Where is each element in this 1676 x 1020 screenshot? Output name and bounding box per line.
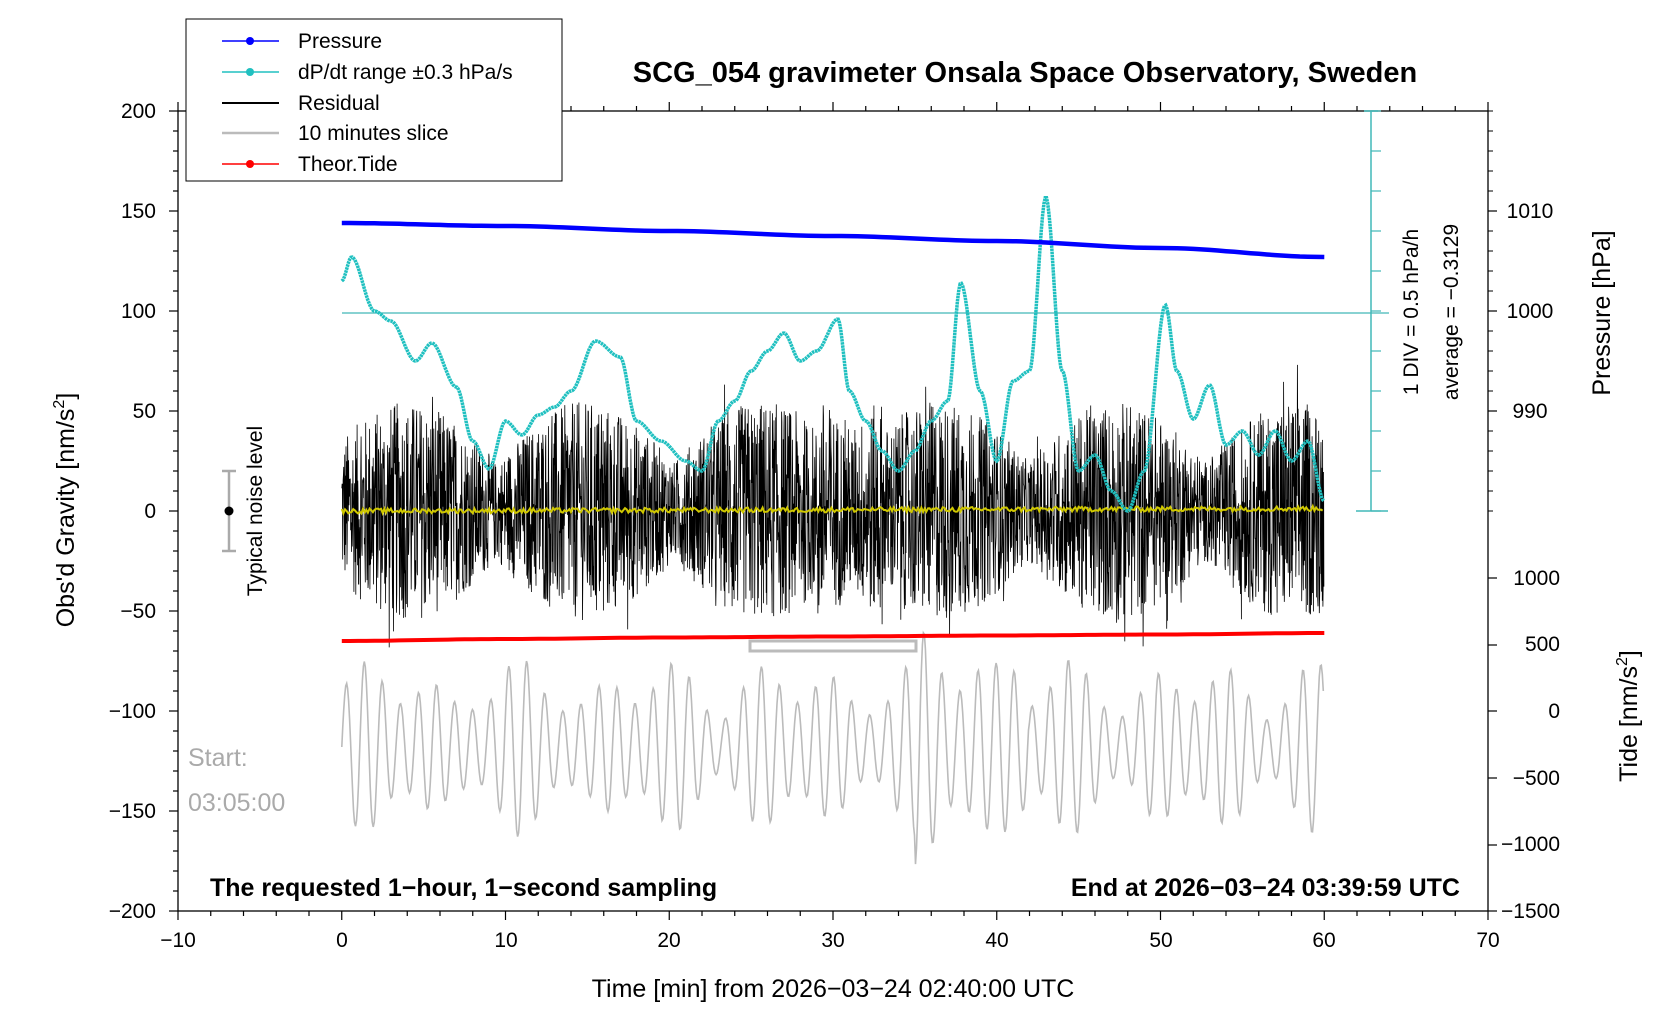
bottom-left-annotation: The requested 1−hour, 1−second sampling	[210, 874, 717, 902]
legend-marker-dpdt	[246, 68, 254, 76]
pressure-tick-label: 1000	[1507, 300, 1554, 323]
legend-label-dpdt: dP/dt range ±0.3 hPa/s	[298, 61, 513, 84]
x-axis-label: Time [min] from 2026−03−24 02:40:00 UTC	[592, 975, 1075, 1003]
start-time: 03:05:00	[188, 789, 285, 817]
tide-axis-label: Tide [nm/s2]	[1614, 650, 1643, 782]
y-tick-label: 150	[121, 200, 156, 223]
dpdt-scale-bar	[1356, 110, 1388, 512]
tide-tick-label: 1000	[1513, 567, 1560, 590]
x-tick-label: 70	[1476, 929, 1499, 952]
x-tick-label: 40	[985, 929, 1008, 952]
pressure-tick-labels: 1010 1000 990	[1507, 200, 1554, 423]
x-tick-label: 60	[1312, 929, 1335, 952]
major-ticks	[169, 102, 1497, 920]
legend-label-tide: Theor.Tide	[298, 153, 398, 176]
slice-line	[341, 630, 1325, 865]
x-tick-label: 30	[821, 929, 844, 952]
y-tick-label: −100	[109, 700, 156, 723]
dpdt-series	[340, 196, 1326, 513]
tide-tick-label: −500	[1513, 767, 1560, 790]
residual-series	[341, 364, 1325, 648]
x-tick-label: 50	[1149, 929, 1172, 952]
bottom-right-annotation: End at 2026−03−24 03:39:59 UTC	[1071, 874, 1460, 902]
tide-tick-labels: 1000 500 0 −500 −1000 −1500	[1501, 567, 1560, 923]
x-tick-label: 0	[336, 929, 348, 952]
tide-series	[341, 631, 1325, 643]
legend-marker-tide	[246, 160, 254, 168]
x-tick-label: 10	[494, 929, 517, 952]
slice-window-marker	[748, 639, 918, 653]
legend-label-slice: 10 minutes slice	[298, 122, 449, 145]
noise-dot	[224, 506, 234, 516]
tide-tick-label: −1500	[1501, 900, 1560, 923]
legend-marker-pressure	[246, 37, 254, 45]
y-tick-label: 50	[133, 400, 156, 423]
slice-series	[341, 630, 1325, 865]
x-tick-labels: −10 0 10 20 30 40 50 60 70	[160, 929, 1499, 952]
y-axis-label: Obs'd Gravity [nm/s2]	[51, 393, 80, 628]
y-tick-label: −150	[109, 800, 156, 823]
pressure-series	[341, 220, 1325, 260]
scale-div-label: 1 DIV = 0.5 hPa/h	[1400, 229, 1423, 395]
chart-title: SCG_054 gravimeter Onsala Space Observat…	[633, 57, 1417, 89]
start-label: Start:	[188, 744, 248, 772]
pressure-tick-label: 1010	[1507, 200, 1554, 223]
residual-mean-series	[340, 503, 1324, 517]
tide-tick-label: 500	[1525, 633, 1560, 656]
legend-label-pressure: Pressure	[298, 30, 382, 53]
dpdt-line	[340, 196, 1326, 513]
tide-tick-label: −1000	[1501, 833, 1560, 856]
y-tick-label: 0	[144, 500, 156, 523]
x-tick-label: 20	[657, 929, 680, 952]
tide-tick-label: 0	[1548, 700, 1560, 723]
y-tick-label: −50	[120, 600, 156, 623]
x-tick-label: −10	[160, 929, 196, 952]
pressure-line	[341, 220, 1325, 260]
legend: Pressure dP/dt range ±0.3 hPa/s Residual…	[185, 18, 563, 182]
noise-level-label: Typical noise level	[244, 426, 267, 596]
legend-label-residual: Residual	[298, 92, 380, 115]
pressure-tick-label: 990	[1512, 400, 1547, 423]
pressure-axis-label: Pressure [hPa]	[1588, 230, 1616, 395]
y-tick-label: 100	[121, 300, 156, 323]
y-tick-labels: 200 150 100 50 0 −50 −100 −150 −200	[109, 100, 156, 923]
residual-line	[341, 364, 1325, 648]
average-label: average = −0.3129	[1440, 224, 1463, 400]
y-tick-label: −200	[109, 900, 156, 923]
legend-box	[185, 18, 563, 182]
residual-mean-line	[340, 503, 1324, 517]
tide-line	[341, 631, 1325, 643]
y-tick-label: 200	[121, 100, 156, 123]
